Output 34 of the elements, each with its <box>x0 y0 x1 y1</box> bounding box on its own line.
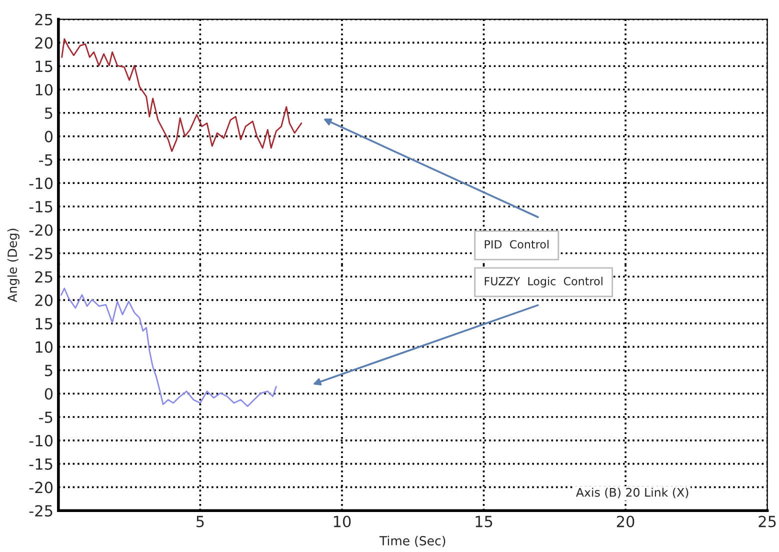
x-tick-label: 15 <box>476 516 492 528</box>
annotation: PID Control <box>484 240 548 249</box>
y-tick-label: 0 <box>44 130 53 142</box>
x-tick-label: 10 <box>334 516 351 528</box>
y-tick-label: 10 <box>36 84 53 96</box>
y-axis-title: Angle (Deg) <box>7 228 20 302</box>
y-tick-label: 15 <box>36 60 52 72</box>
y-tick-label: 10 <box>36 341 53 353</box>
annotation: FUZZY Logic Control <box>484 276 602 288</box>
y-tick-label: -20 <box>29 482 53 494</box>
y-tick-label: -5 <box>39 412 52 424</box>
y-tick-label: -10 <box>29 434 53 446</box>
y-tick-label: -25 <box>29 248 52 260</box>
line-series <box>60 288 277 407</box>
y-tick-label: 5 <box>45 108 52 119</box>
y-tick-label: 0 <box>44 388 53 400</box>
y-tick-label: 5 <box>45 364 52 376</box>
y-tick-label: -15 <box>29 458 52 470</box>
y-tick-label: -15 <box>29 201 52 212</box>
y-tick-label: 20 <box>35 37 53 49</box>
y-tick-label: -5 <box>39 154 52 166</box>
y-tick-label: -25 <box>29 505 52 517</box>
x-tick-label: 20 <box>616 516 634 528</box>
y-tick-label: -10 <box>29 178 53 190</box>
x-tick-label: 25 <box>758 516 776 528</box>
y-tick-label: 25 <box>35 14 52 26</box>
y-tick-label: -20 <box>29 224 53 236</box>
x-axis-title: Time (Sec) <box>379 536 446 547</box>
annotation: Axis (B) 20 Link (X) <box>576 488 688 498</box>
x-tick-label: 5 <box>196 516 204 528</box>
line-series <box>61 38 302 152</box>
y-tick-label: 20 <box>35 294 53 306</box>
y-tick-label: 15 <box>36 318 52 330</box>
y-tick-label: 25 <box>35 271 52 283</box>
